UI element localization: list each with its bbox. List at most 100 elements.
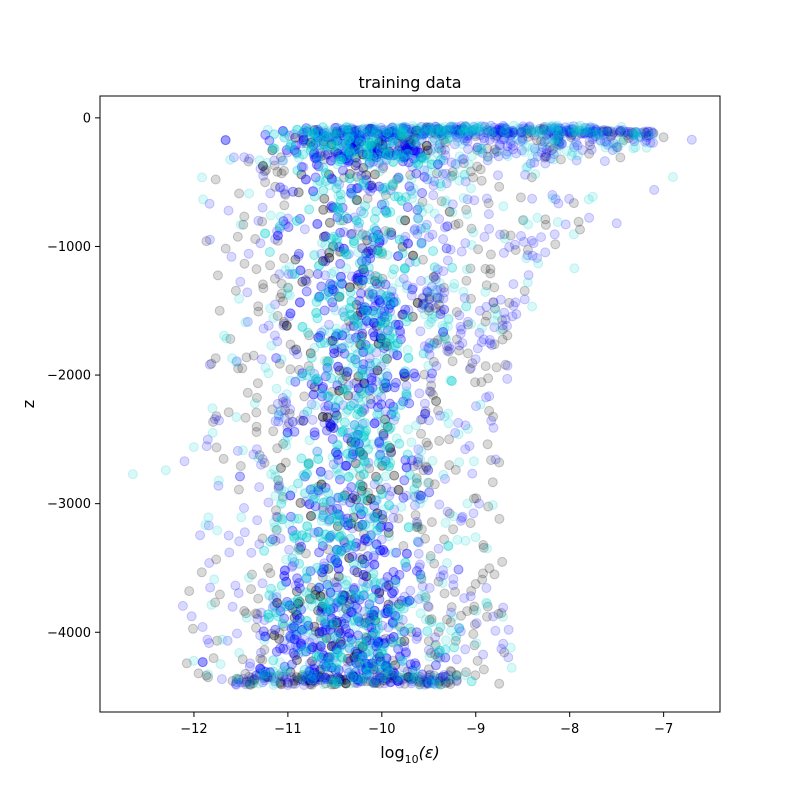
data-point [370,577,381,588]
data-point [334,291,345,302]
data-point [422,165,433,176]
data-point [339,590,350,601]
data-point [368,610,379,621]
data-point [372,245,383,256]
data-point [393,173,404,184]
data-point [298,646,309,657]
data-point [375,333,386,344]
data-point [293,598,304,609]
data-point [285,667,296,677]
data-point [370,276,380,287]
data-point [383,128,394,139]
data-point [396,131,407,142]
data-point [357,243,367,254]
data-point [349,652,360,663]
data-point [383,461,394,472]
data-point [336,595,347,606]
data-point [290,254,301,265]
data-point [365,394,376,405]
data-point [474,305,485,316]
data-point [592,128,603,139]
data-point [355,307,366,318]
data-point [405,138,416,149]
data-point [343,316,354,326]
data-point [417,207,427,218]
data-point [362,235,373,246]
data-point [269,630,280,641]
data-point [475,146,485,157]
data-point [258,161,268,171]
data-point [397,655,408,666]
data-point [351,299,362,310]
data-point [444,344,455,355]
data-point [336,154,346,165]
data-point [315,591,326,602]
data-point [421,122,432,133]
data-point [188,623,198,634]
data-point [358,569,369,580]
data-point [372,525,383,536]
data-point [344,169,355,179]
data-point [363,246,374,257]
data-point [319,193,330,204]
data-point [351,494,362,505]
data-point [344,282,355,293]
data-point [317,502,328,513]
data-point [350,588,361,598]
data-point [355,471,366,481]
data-point [327,386,338,397]
data-point [345,400,356,411]
data-point [352,311,363,321]
data-point [400,366,411,377]
data-point [360,617,371,628]
data-point [399,263,410,274]
data-point [374,166,385,177]
data-point [347,493,358,504]
data-point [686,134,697,145]
data-point [358,450,369,460]
data-point [361,170,372,181]
data-point [339,417,350,428]
data-point [380,633,391,644]
data-point [246,547,257,558]
data-point [301,468,312,479]
data-point [334,374,345,385]
data-point [314,628,325,639]
data-point [333,571,344,582]
data-point [258,161,268,171]
data-point [352,612,363,623]
data-point [197,622,208,632]
data-point [306,582,317,593]
data-point [386,486,397,497]
data-point [486,340,497,351]
data-point [386,447,396,458]
data-point [388,156,399,167]
data-point [525,124,536,135]
data-point [414,388,425,399]
data-point [457,511,468,522]
data-point [316,479,327,490]
data-point [432,147,443,158]
data-point [344,173,355,184]
data-point [540,219,551,230]
data-point [202,634,213,645]
data-point [658,132,669,143]
data-point [348,671,359,682]
data-point [382,148,393,159]
data-point [401,389,412,400]
data-point [279,253,290,264]
data-point [345,589,356,600]
data-point [324,169,334,180]
data-point [305,365,316,376]
data-point [330,305,341,316]
data-point [372,409,383,420]
data-point [365,493,376,504]
data-point [417,188,428,198]
data-point [340,678,351,689]
data-point [374,651,385,662]
data-point [481,583,492,593]
data-point [204,234,215,245]
data-point [340,678,351,689]
data-point [315,664,326,675]
data-point [418,254,428,265]
